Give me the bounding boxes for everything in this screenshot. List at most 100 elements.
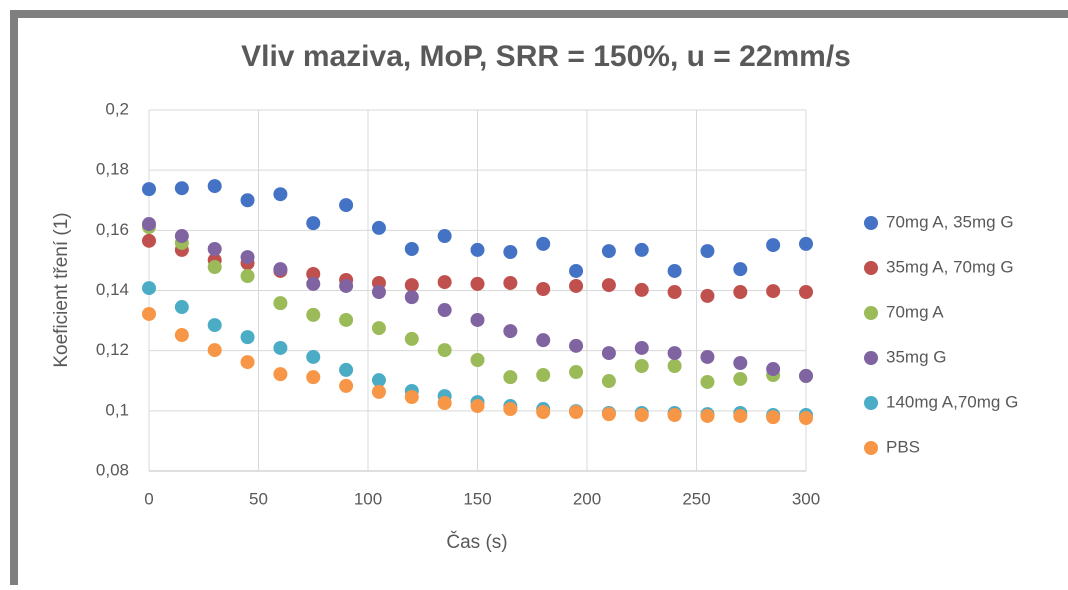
data-point xyxy=(634,359,649,374)
data-point xyxy=(371,321,386,336)
data-point xyxy=(733,262,748,277)
data-point xyxy=(733,408,748,423)
data-point xyxy=(404,331,419,346)
data-point xyxy=(273,296,288,311)
data-point xyxy=(142,233,156,248)
data-point xyxy=(470,242,485,257)
data-point xyxy=(437,396,452,411)
data-point xyxy=(700,374,715,389)
data-point xyxy=(536,236,551,251)
legend-label: PBS xyxy=(886,437,920,456)
y-axis-title: Koeficient tření (1) xyxy=(51,212,72,367)
x-tick-label: 50 xyxy=(249,489,268,508)
data-point xyxy=(273,340,288,355)
data-point xyxy=(601,374,616,389)
data-point xyxy=(503,324,518,339)
data-point xyxy=(306,266,321,281)
data-point xyxy=(339,362,354,377)
data-point xyxy=(306,216,321,231)
data-point xyxy=(437,343,452,358)
data-point xyxy=(142,281,156,296)
data-point xyxy=(404,389,419,404)
data-point xyxy=(470,276,485,291)
y-tick-label: 0,18 xyxy=(96,160,129,179)
data-point xyxy=(700,349,715,364)
data-point xyxy=(667,346,682,361)
data-point xyxy=(733,371,748,386)
data-point xyxy=(207,241,222,256)
data-point xyxy=(503,402,518,417)
data-point xyxy=(437,303,452,318)
data-point xyxy=(207,260,222,275)
data-point xyxy=(339,312,354,327)
data-point xyxy=(273,262,288,277)
data-point xyxy=(339,278,354,293)
data-point xyxy=(799,236,813,251)
data-point xyxy=(569,263,584,278)
data-point xyxy=(799,285,813,300)
legend-marker xyxy=(864,306,878,320)
data-point xyxy=(404,241,419,256)
data-point xyxy=(733,285,748,300)
data-point xyxy=(667,263,682,278)
y-tick-label: 0,1 xyxy=(105,400,129,419)
data-point xyxy=(470,399,485,414)
legend-label: 35mg A, 70mg G xyxy=(886,257,1014,276)
x-axis-title: Čas (s) xyxy=(446,531,507,553)
data-point xyxy=(207,318,222,333)
data-point xyxy=(371,285,386,300)
data-point xyxy=(174,181,189,196)
data-point xyxy=(273,187,288,202)
data-point xyxy=(339,198,354,213)
x-tick-label: 150 xyxy=(463,489,491,508)
data-point xyxy=(503,275,518,290)
legend-marker xyxy=(864,351,878,365)
data-point xyxy=(371,373,386,388)
data-point xyxy=(733,356,748,371)
data-point xyxy=(634,282,649,297)
data-point xyxy=(799,368,813,383)
data-point xyxy=(240,330,255,345)
data-point xyxy=(207,343,222,358)
data-point xyxy=(503,370,518,385)
data-point xyxy=(470,312,485,327)
x-tick-label: 200 xyxy=(573,489,601,508)
data-point xyxy=(339,378,354,393)
data-point xyxy=(306,276,321,291)
y-tick-label: 0,08 xyxy=(96,460,129,479)
y-tick-label: 0,16 xyxy=(96,220,129,239)
data-point xyxy=(601,278,616,293)
y-tick-label: 0,14 xyxy=(96,280,129,299)
data-point xyxy=(371,220,386,235)
data-point xyxy=(766,238,781,253)
data-point xyxy=(766,362,781,377)
data-point xyxy=(142,217,156,232)
legend-marker xyxy=(864,441,878,455)
data-point xyxy=(601,346,616,361)
x-tick-label: 0 xyxy=(144,489,153,508)
data-point xyxy=(240,193,255,208)
legend-label: 140mg A,70mg G xyxy=(886,392,1018,411)
data-point xyxy=(470,352,485,367)
y-tick-label: 0,12 xyxy=(96,340,129,359)
data-point xyxy=(700,244,715,259)
legend-label: 35mg G xyxy=(886,347,946,366)
data-point xyxy=(536,281,551,296)
data-point xyxy=(371,384,386,399)
data-point xyxy=(240,269,255,284)
data-point xyxy=(700,288,715,303)
data-point xyxy=(142,306,156,321)
data-point xyxy=(404,290,419,305)
data-point xyxy=(569,278,584,293)
data-point xyxy=(174,300,189,315)
legend-marker xyxy=(864,396,878,410)
legend-label: 70mg A xyxy=(886,302,944,321)
data-point xyxy=(766,284,781,299)
data-point xyxy=(766,410,781,425)
data-point xyxy=(667,285,682,300)
data-point xyxy=(273,367,288,382)
data-point xyxy=(569,405,584,420)
legend-marker xyxy=(864,216,878,230)
